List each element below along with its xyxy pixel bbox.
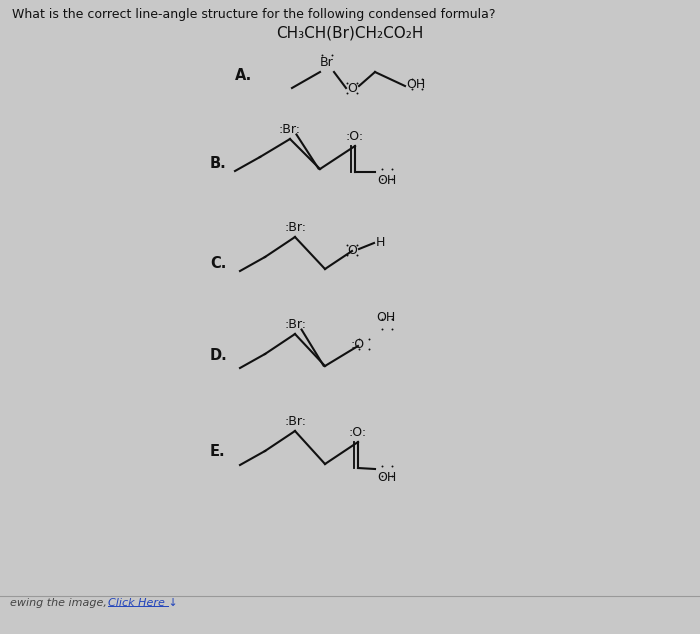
Text: Click Here ↓: Click Here ↓ xyxy=(108,598,178,608)
Text: Br: Br xyxy=(320,56,334,69)
Text: :O:: :O: xyxy=(349,426,367,439)
Text: C.: C. xyxy=(210,257,226,271)
Text: :O: :O xyxy=(350,337,364,351)
Text: :Br:: :Br: xyxy=(279,123,301,136)
Text: :Br:: :Br: xyxy=(284,221,306,234)
Text: :O:: :O: xyxy=(346,130,364,143)
Text: E.: E. xyxy=(210,444,225,458)
Text: O: O xyxy=(347,245,357,257)
Text: A.: A. xyxy=(235,68,252,84)
Text: B.: B. xyxy=(210,157,227,172)
Text: ewing the image,: ewing the image, xyxy=(10,598,111,608)
Text: OH: OH xyxy=(376,311,396,324)
Text: D.: D. xyxy=(210,349,228,363)
Text: O: O xyxy=(347,82,357,94)
Text: CH₃CH(Br)CH₂CO₂H: CH₃CH(Br)CH₂CO₂H xyxy=(276,26,424,41)
Text: H: H xyxy=(376,235,386,249)
Text: What is the correct line-angle structure for the following condensed formula?: What is the correct line-angle structure… xyxy=(12,8,496,21)
Text: OH: OH xyxy=(377,174,396,187)
Text: :Br:: :Br: xyxy=(284,415,306,428)
Text: OH: OH xyxy=(406,79,426,91)
Text: :Br:: :Br: xyxy=(284,318,306,331)
Text: OH: OH xyxy=(377,471,396,484)
